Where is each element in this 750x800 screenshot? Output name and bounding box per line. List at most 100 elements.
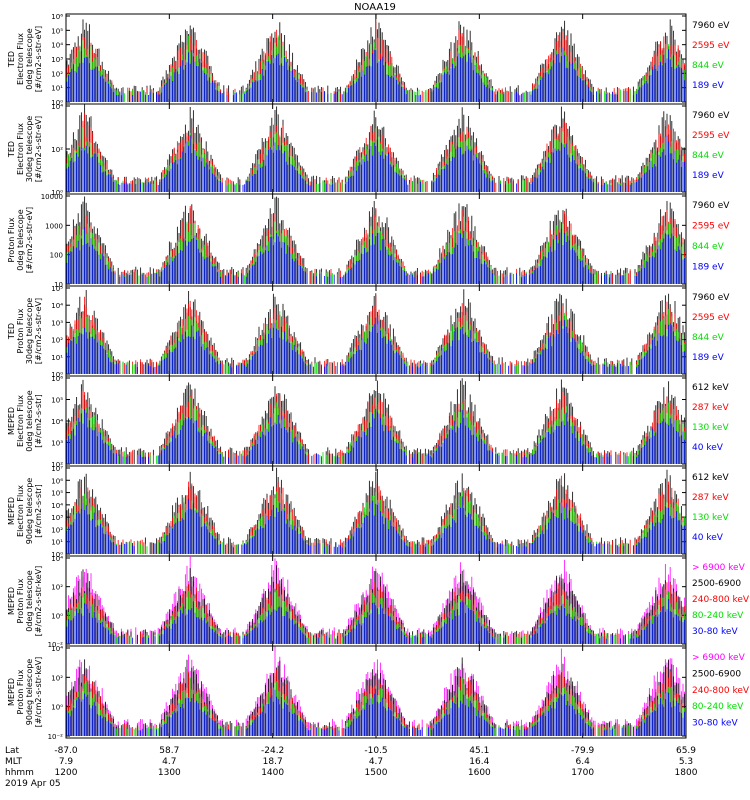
y-tick-label: 10 — [54, 281, 63, 289]
y-axis-label: [#/cm2-s-str-eV] — [25, 207, 34, 273]
legend-entry: 844 eV — [692, 151, 725, 161]
legend-entry: 80-240 keV — [692, 611, 744, 621]
legend-entry: 189 eV — [692, 263, 725, 273]
y-tick-label: 1000 — [45, 222, 63, 230]
footer-value: -24.2 — [261, 746, 285, 756]
y-tick-label: 10² — [51, 584, 63, 592]
trace-series-4 — [66, 317, 686, 374]
legend-entry: 612 keV — [692, 473, 729, 483]
figure-title: NOAA19 — [354, 2, 396, 13]
y-tick-label: 10² — [51, 146, 63, 154]
y-tick-label: 10⁻² — [48, 641, 64, 649]
legend-entry: > 6900 keV — [692, 563, 746, 573]
y-tick-label: 10⁴ — [51, 555, 63, 563]
y-tick-label: 10² — [51, 461, 63, 469]
panel-1: 10⁰ 10¹ 10² 10³ 10⁴ 10⁵ 10⁶ TED Electron Flux 0de… — [7, 13, 730, 107]
y-tick-label: 10⁵ — [51, 285, 63, 293]
y-axis-label: [#/cm2-s-str-eV] — [34, 26, 43, 92]
footer-value: 5.3 — [678, 757, 694, 767]
legend-entry: 7960 eV — [692, 21, 730, 31]
legend-entry: 80-240 keV — [692, 702, 744, 712]
legend-entry: 612 keV — [692, 383, 729, 393]
panel-7: 10⁻² 10⁰ 10² 10⁴ MEPED Proton Flux 0deg telesc… — [7, 555, 750, 649]
y-tick-label: 10² — [51, 526, 63, 534]
panel-3: 10 100 1000 10000 Proton Flux 0deg telescope[… — [7, 193, 730, 289]
y-axis-label: [#/cm2-s-str-eV] — [34, 298, 43, 364]
y-axis-label: Electron Flux — [16, 485, 25, 537]
footer-value: 1200 — [54, 768, 78, 778]
footer-value: 1600 — [467, 768, 491, 778]
y-tick-label: 10⁻² — [48, 733, 64, 741]
y-tick-label: 10¹ — [51, 354, 63, 362]
legend-entry: 2595 eV — [692, 131, 730, 141]
y-tick-label: 10⁴ — [51, 42, 63, 50]
date-label: 2019 Apr 05 — [5, 779, 61, 789]
panel-5: 10² 10³ 10⁴ 10⁵ 10⁶ MEPED Electron Flux 0deg te… — [7, 375, 729, 469]
trace-group — [66, 378, 686, 464]
y-tick-label: 10³ — [51, 514, 63, 522]
footer-value: 1400 — [261, 768, 285, 778]
trace-series-4 — [66, 408, 686, 464]
legend-entry: 189 eV — [692, 171, 725, 181]
y-tick-label: 10⁶ — [51, 375, 63, 383]
y-tick-label: 10⁴ — [51, 418, 63, 426]
y-axis-label: Electron Flux — [16, 33, 25, 85]
y-tick-label: 10¹ — [51, 85, 63, 93]
trace-group — [66, 467, 686, 554]
trace-group — [66, 14, 686, 102]
legend-entry: 844 eV — [692, 333, 725, 343]
legend-entry: 2595 eV — [692, 41, 730, 51]
trace-series-4 — [66, 496, 686, 554]
legend-entry: 240-800 keV — [692, 595, 750, 605]
y-axis-label: 30deg telescope — [25, 298, 34, 365]
y-tick-label: 100 — [50, 252, 63, 260]
footer-value: 6.4 — [575, 757, 590, 767]
footer-value: -79.9 — [571, 746, 595, 756]
legend-entry: 30-80 keV — [692, 719, 738, 729]
y-tick-label: 10³ — [51, 56, 63, 64]
panel-6: 10⁰ 10¹ 10² 10³ 10⁴ 10⁵ 10⁶ 10⁷ MEPED Electron Fl… — [7, 465, 729, 559]
y-axis-label: MEPED — [7, 678, 16, 706]
y-axis-label: [#/cm2-s-str] — [34, 484, 43, 537]
footer-row-label: Lat — [5, 746, 20, 756]
y-axis-label: TED — [7, 51, 16, 68]
footer-value: 1800 — [674, 768, 698, 778]
y-axis-label: 30deg telescope — [25, 116, 34, 183]
footer-value: 58.7 — [159, 746, 180, 756]
y-axis-label: TED — [7, 323, 16, 340]
footer-value: 7.9 — [58, 757, 74, 767]
y-tick-label: 10³ — [51, 319, 63, 327]
legend-entry: 287 keV — [692, 493, 729, 503]
footer-value: 1300 — [157, 768, 181, 778]
y-tick-label: 10⁰ — [51, 189, 63, 197]
legend-entry: 40 keV — [692, 443, 724, 453]
footer-value: 65.9 — [675, 746, 697, 756]
panel-2: 10⁰ 10² 10⁴ TED Electron Flux 30deg telescope… — [7, 103, 730, 197]
y-tick-label: 10⁶ — [51, 13, 63, 21]
footer-value: 4.7 — [368, 757, 384, 767]
y-tick-label: 10⁴ — [51, 645, 63, 653]
y-tick-label: 10⁵ — [51, 27, 63, 35]
y-axis-label: Electron Flux — [16, 123, 25, 175]
y-axis-label: Proton Flux — [16, 308, 25, 353]
y-tick-label: 10² — [51, 674, 63, 682]
trace-series-5 — [66, 688, 686, 736]
footer-value: 45.1 — [469, 746, 490, 756]
trace-group — [66, 104, 686, 192]
y-tick-label: 10² — [51, 70, 63, 78]
y-tick-label: 10⁶ — [51, 477, 63, 485]
legend-entry: 7960 eV — [692, 293, 730, 303]
y-axis-label: [#/cm2-s-str-keV] — [34, 657, 43, 728]
y-axis-label: Proton Flux — [7, 217, 16, 262]
y-axis-label: TED — [7, 141, 16, 158]
footer-value: -87.0 — [54, 746, 78, 756]
y-axis-label: MEPED — [7, 407, 16, 435]
footer-value: -10.5 — [364, 746, 388, 756]
footer-value: 1500 — [364, 768, 388, 778]
y-tick-label: 10⁴ — [51, 302, 63, 310]
panel-4: 10⁰ 10¹ 10² 10³ 10⁴ 10⁵ TED Proton Flux 30deg te… — [7, 285, 730, 379]
legend-entry: 844 eV — [692, 61, 725, 71]
y-tick-label: 10⁷ — [51, 465, 63, 473]
y-axis-label: 0deg telescope — [16, 209, 25, 270]
